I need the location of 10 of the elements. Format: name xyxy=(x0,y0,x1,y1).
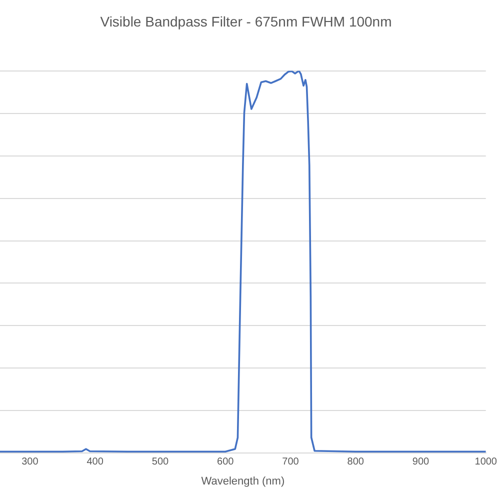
x-tick-label: 300 xyxy=(22,456,39,468)
x-axis-title: Wavelength (nm) xyxy=(201,475,285,488)
x-tick-label: 1000 xyxy=(474,456,498,468)
x-tick-label: 700 xyxy=(282,456,300,468)
x-tick-label: 400 xyxy=(86,456,104,468)
x-tick-label: 600 xyxy=(217,456,234,468)
x-tick-label: 800 xyxy=(347,456,364,468)
x-tick-label: 500 xyxy=(152,456,169,468)
chart-title: Visible Bandpass Filter - 675nm FWHM 100nm xyxy=(100,13,392,30)
x-tick-label: 900 xyxy=(412,456,430,468)
